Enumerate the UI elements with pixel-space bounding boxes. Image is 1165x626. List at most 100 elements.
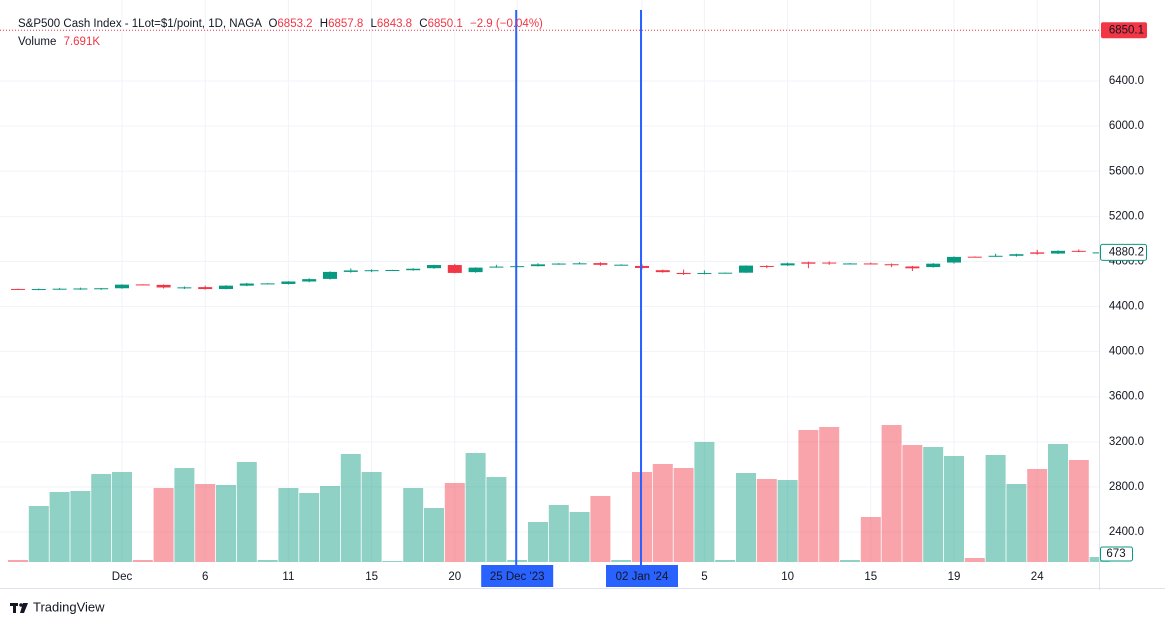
- legend-l: L: [371, 18, 378, 30]
- legend-volume-line: Volume 7.691K: [18, 36, 100, 48]
- volume-bar: [465, 453, 486, 562]
- legend-volume-value: 7.691K: [64, 36, 101, 48]
- volume-bar: [91, 474, 112, 562]
- volume-bar: [49, 492, 70, 562]
- volume-label-box: [1100, 546, 1133, 562]
- candle-body: [759, 265, 774, 267]
- candle-body: [406, 268, 421, 271]
- volume-bar: [299, 493, 320, 562]
- logo-part: [19, 603, 23, 607]
- candle-body: [655, 270, 670, 273]
- volume-bar: [777, 480, 798, 562]
- candle-body: [780, 263, 795, 266]
- candle-body: [11, 288, 25, 290]
- legend-change: −2.9 (−0.04%): [470, 18, 543, 30]
- candle-body: [177, 287, 192, 289]
- y-tick-label: 5600.0: [1109, 165, 1144, 177]
- candle-body: [697, 273, 712, 275]
- volume-bar: [611, 560, 632, 562]
- volume-bar: [195, 484, 216, 562]
- volume-bar: [424, 508, 444, 562]
- volume-bar: [819, 427, 840, 562]
- legend-title: S&P500 Cash Index - 1Lot=$1/point, 1D, N…: [18, 18, 262, 30]
- candle-body: [1009, 254, 1024, 256]
- candle-body: [551, 263, 566, 265]
- legend-close: 6850.1: [428, 18, 463, 30]
- candle-body: [219, 285, 233, 290]
- volume-bar: [112, 472, 132, 562]
- volume-bar: [486, 477, 507, 562]
- candle-body: [863, 263, 878, 265]
- y-tick-label: 4400.0: [1109, 301, 1144, 313]
- candle-body: [947, 256, 961, 263]
- volume-bar: [548, 505, 569, 562]
- volume-bar: [444, 483, 465, 562]
- volume-bar: [174, 468, 195, 562]
- volume-bar: [528, 522, 548, 562]
- legend-open: 6853.2: [277, 18, 312, 30]
- candle-body: [281, 281, 296, 284]
- candle-body: [676, 272, 691, 275]
- legend-volume-name: Volume: [18, 36, 56, 48]
- candle-body: [988, 255, 1003, 257]
- y-tick-label: 5200.0: [1109, 210, 1144, 222]
- grid: [0, 0, 1099, 562]
- candle-body: [52, 288, 67, 290]
- candle-body: [593, 263, 608, 265]
- volume-bar: [964, 558, 985, 562]
- volume-layer: [8, 425, 1110, 562]
- candle-body: [468, 267, 483, 273]
- candle-body: [31, 289, 46, 291]
- y-tick-label: 3200.0: [1109, 436, 1144, 448]
- volume-bar: [70, 491, 91, 562]
- x-tick-label: 5: [701, 571, 707, 583]
- legend-c: C: [419, 18, 427, 30]
- overlay-layer: [0, 10, 1099, 566]
- close-label: 4880.2: [1109, 246, 1144, 258]
- candle-body: [967, 256, 982, 258]
- x-tick-label: 24: [1031, 571, 1044, 583]
- candle-body: [926, 263, 941, 268]
- candle-body: [427, 265, 441, 269]
- legend-h: H: [320, 18, 328, 30]
- volume-bar: [132, 560, 153, 562]
- volume-bar: [736, 473, 756, 562]
- volume-bar: [569, 512, 590, 562]
- candle-body: [198, 287, 213, 290]
- candle-body: [801, 262, 816, 264]
- y-tick-label: 6400.0: [1109, 75, 1144, 87]
- volume-bar: [1048, 444, 1068, 562]
- candle-body: [1071, 250, 1086, 252]
- volume-bar: [1068, 460, 1089, 562]
- volume-bar: [1006, 484, 1027, 562]
- volume-bar: [361, 472, 382, 562]
- candle-body: [302, 279, 317, 282]
- legend-high: 6857.8: [328, 18, 363, 30]
- candle-body: [239, 283, 254, 286]
- brand-name: TradingView: [33, 599, 105, 614]
- volume-bar: [756, 479, 777, 562]
- candle-body: [822, 262, 837, 264]
- volume-bar: [382, 561, 403, 562]
- candle-body: [843, 263, 857, 265]
- x-tick-label: 10: [781, 571, 794, 583]
- price-label: 6850.1: [1109, 24, 1144, 36]
- volume-bar: [1027, 469, 1048, 562]
- y-tick-label: 3600.0: [1109, 391, 1144, 403]
- y-tick-label: 2400.0: [1109, 526, 1144, 538]
- candle-body: [343, 270, 358, 272]
- volume-bar: [652, 464, 673, 562]
- volume-bar: [278, 488, 299, 562]
- brand-logo: [10, 603, 28, 613]
- candle-body: [1030, 252, 1045, 254]
- candle-body: [115, 284, 129, 289]
- y-tick-label: 6000.0: [1109, 120, 1144, 132]
- candle-body: [385, 269, 400, 271]
- volume-bar: [340, 454, 361, 562]
- candle-body: [531, 264, 545, 267]
- volume-bar: [860, 517, 881, 562]
- x-tick-label: Dec: [112, 571, 133, 583]
- candle-body: [905, 266, 920, 269]
